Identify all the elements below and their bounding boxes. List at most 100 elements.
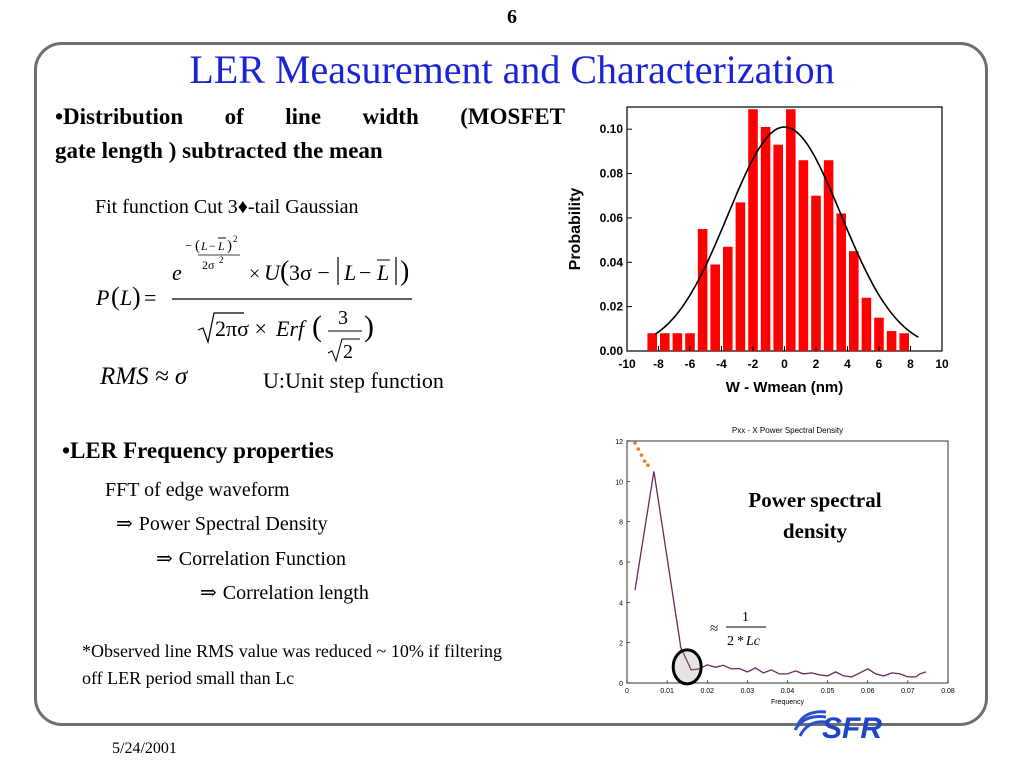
y-tick-label: 10 bbox=[615, 479, 623, 486]
svg-text:U: U bbox=[264, 260, 282, 285]
correlation-length-approximation: ≈ 1 2 * Lc bbox=[710, 610, 766, 649]
y-tick-label: 0.04 bbox=[600, 255, 624, 269]
fit-function-label: Fit function Cut 3♦-tail Gaussian bbox=[95, 196, 359, 218]
psd-title: Pxx - X Power Spectral Density bbox=[732, 426, 843, 435]
svg-text:−: − bbox=[209, 239, 216, 253]
x-tick-label: 0.04 bbox=[781, 688, 795, 695]
x-tick-label: -4 bbox=[716, 357, 727, 371]
x-tick-label: 8 bbox=[907, 357, 914, 371]
implies-arrow-icon: ⇒ bbox=[116, 511, 133, 535]
y-tick-label: 12 bbox=[615, 439, 623, 446]
histogram-bar bbox=[823, 160, 834, 351]
svg-text:−: − bbox=[359, 260, 371, 285]
psd-chart: Pxx - X Power Spectral Density 0 0.01 0.02 0… bbox=[615, 426, 955, 706]
y-tick-label: 6 bbox=[619, 560, 623, 567]
x-tick-label: 6 bbox=[876, 357, 883, 371]
page-number: 6 bbox=[507, 6, 517, 28]
sfr-logo: SFR bbox=[793, 710, 882, 744]
logo-text: SFR bbox=[822, 712, 882, 744]
y-tick-label: 8 bbox=[619, 520, 623, 527]
x-tick-label: -10 bbox=[618, 357, 636, 371]
svg-text:L: L bbox=[376, 260, 389, 285]
y-tick-label: 0.06 bbox=[600, 211, 624, 225]
svg-text:−: − bbox=[185, 238, 192, 253]
extrapolation-dot bbox=[636, 447, 641, 451]
histogram-bar bbox=[685, 333, 695, 351]
svg-text:e: e bbox=[172, 260, 182, 285]
histogram-bar bbox=[861, 297, 872, 351]
histogram-chart: -10 -8 -6 -4 -2 0 2 4 6 8 10 0.00 0.02 0.04 0.06 0.08 0.… bbox=[567, 106, 949, 396]
svg-text:≈: ≈ bbox=[710, 621, 718, 637]
x-tick-label: 0.05 bbox=[821, 688, 835, 695]
svg-text:2πσ ×: 2πσ × bbox=[215, 316, 267, 341]
svg-text:): ) bbox=[132, 282, 141, 311]
svg-text:×: × bbox=[249, 263, 260, 285]
histogram-bar bbox=[660, 333, 670, 351]
x-tick-label: 0.01 bbox=[660, 688, 674, 695]
svg-text:(: ( bbox=[312, 310, 322, 343]
svg-text:1: 1 bbox=[742, 610, 749, 625]
histogram-bar bbox=[760, 126, 771, 351]
implies-arrow-icon: ⇒ bbox=[156, 546, 173, 570]
step-correlation-function-label: Correlation Function bbox=[178, 548, 346, 570]
histogram-bar bbox=[773, 144, 783, 351]
svg-text:Erf: Erf bbox=[275, 316, 307, 341]
svg-text:P: P bbox=[95, 285, 109, 310]
svg-text:2: 2 bbox=[233, 234, 238, 244]
histogram-bar bbox=[672, 333, 683, 351]
step-psd-label: Power Spectral Density bbox=[138, 513, 328, 535]
svg-text:(: ( bbox=[111, 282, 120, 311]
extrapolation-dot bbox=[639, 453, 644, 457]
step-psd: ⇒ Power Spectral Density bbox=[116, 511, 328, 536]
highlight-circle bbox=[671, 648, 703, 686]
bullet-ler-frequency: •LER Frequency properties bbox=[62, 438, 334, 463]
extrapolation-dot bbox=[646, 463, 650, 467]
histogram-bar bbox=[874, 317, 884, 351]
x-tick-label: 0 bbox=[625, 688, 629, 695]
svg-text:2: 2 bbox=[343, 341, 353, 363]
histogram-bar bbox=[697, 229, 708, 351]
bullet-distribution-line1: •Distribution of line width (MOSFET bbox=[55, 104, 565, 129]
extrapolation-dot bbox=[642, 459, 647, 463]
x-tick-label: 0.08 bbox=[941, 688, 955, 695]
histogram-bar bbox=[849, 251, 859, 351]
rms-approximation: RMS ≈ σ bbox=[100, 363, 188, 390]
y-tick-label: 4 bbox=[619, 600, 623, 607]
svg-text:L: L bbox=[217, 239, 225, 253]
svg-text:=: = bbox=[144, 285, 156, 310]
histogram-bar bbox=[798, 160, 809, 351]
x-tick-label: 2 bbox=[813, 357, 820, 371]
svg-text:): ) bbox=[227, 238, 232, 254]
psd-label: Power spectral density bbox=[748, 488, 882, 543]
y-tick-label: 0 bbox=[619, 681, 623, 688]
psd-series-line bbox=[634, 471, 927, 678]
svg-text:Lc: Lc bbox=[745, 634, 761, 649]
step-correlation-length: ⇒ Correlation length bbox=[200, 580, 369, 605]
svg-text:2: 2 bbox=[219, 255, 224, 265]
observation-note: *Observed line RMS value was reduced ~ 1… bbox=[82, 641, 502, 688]
gaussian-formula: P ( L ) = − ( L − L ) 2 2σ 2 e × U ( 3σ … bbox=[95, 234, 412, 363]
histogram-bar bbox=[710, 264, 720, 351]
x-axis-label: Frequency bbox=[771, 699, 805, 706]
plot-area bbox=[626, 106, 943, 352]
x-tick-label: -6 bbox=[685, 357, 696, 371]
y-tick-label: 2 bbox=[619, 641, 623, 648]
svg-text:3σ −: 3σ − bbox=[289, 260, 330, 285]
histogram-bar bbox=[786, 109, 796, 351]
svg-text:L: L bbox=[343, 260, 356, 285]
x-tick-label: 0.07 bbox=[901, 688, 915, 695]
slide-date: 5/24/2001 bbox=[112, 740, 177, 757]
svg-text:*: * bbox=[737, 634, 744, 649]
y-axis-label: Probability bbox=[567, 188, 584, 271]
implies-arrow-icon: ⇒ bbox=[200, 580, 217, 604]
bullet-distribution-line2: gate length ) subtracted the mean bbox=[55, 138, 383, 163]
x-tick-label: 0.03 bbox=[741, 688, 755, 695]
svg-text:L: L bbox=[200, 239, 208, 253]
histogram-bar bbox=[647, 333, 657, 351]
x-tick-label: 0.06 bbox=[861, 688, 875, 695]
x-tick-label: -2 bbox=[748, 357, 759, 371]
histogram-bar bbox=[748, 109, 758, 351]
step-fft: FFT of edge waveform bbox=[105, 479, 290, 502]
unit-step-note: U:Unit step function bbox=[263, 368, 444, 393]
histogram-bar bbox=[735, 202, 746, 351]
